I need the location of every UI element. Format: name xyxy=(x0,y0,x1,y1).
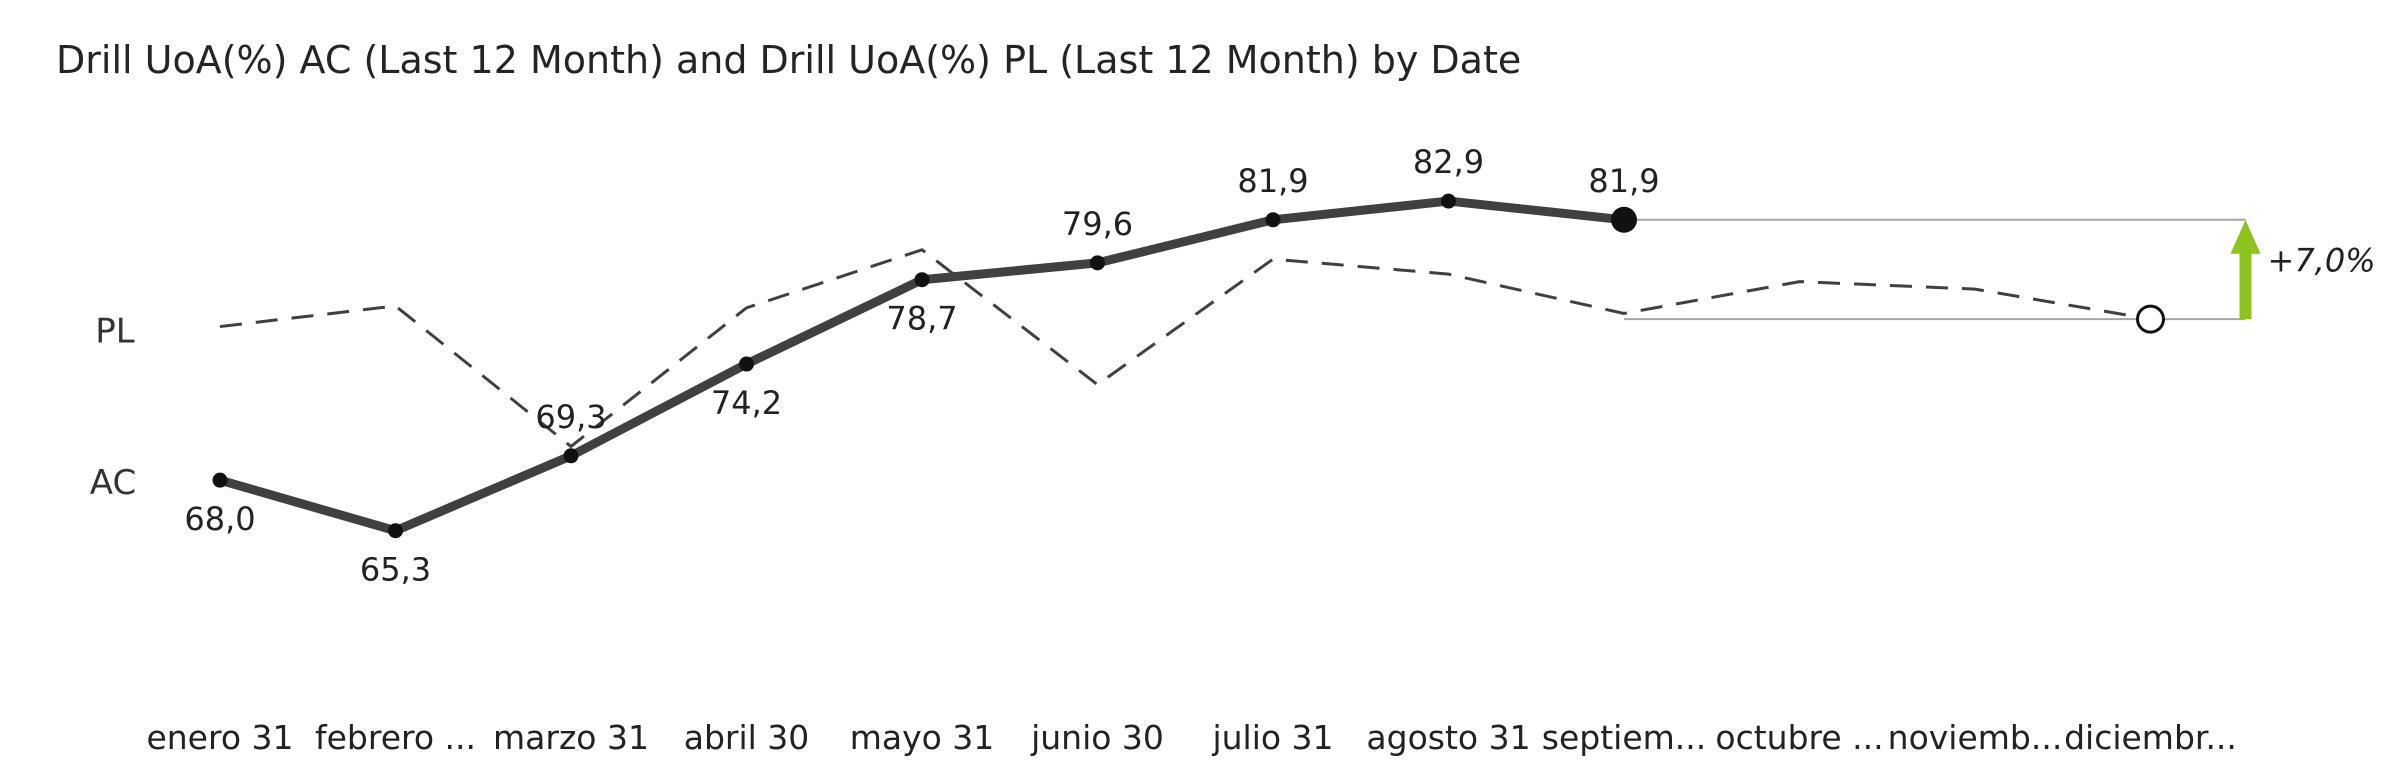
x-tick-label: mayo 31 xyxy=(850,718,995,757)
ac-point xyxy=(1611,206,1637,233)
pl-last-point xyxy=(2136,304,2165,334)
ac-data-label: 81,9 xyxy=(1588,162,1659,200)
x-tick-label: noviemb... xyxy=(1888,718,2063,757)
ac-data-label: 69,3 xyxy=(535,398,606,436)
variance-arrow-head xyxy=(2230,219,2261,254)
x-tick-label: abril 30 xyxy=(684,718,810,757)
series-label-pl: PL xyxy=(95,312,135,352)
data-labels: 68,0 65,3 69,3 74,2 78,7 79,6 81,9 82,9 81,9 xyxy=(184,143,1659,589)
ac-data-label: 68,0 xyxy=(184,500,255,538)
series-labels: PL AC xyxy=(90,312,136,504)
ac-point xyxy=(388,523,403,539)
ac-data-label: 82,9 xyxy=(1413,143,1484,181)
variance-arrow-shaft xyxy=(2239,251,2252,320)
x-tick-label: octubre ... xyxy=(1715,718,1883,757)
ac-data-label: 79,6 xyxy=(1062,205,1133,243)
ac-data-label: 65,3 xyxy=(360,551,431,589)
variance-reference-lines xyxy=(1624,218,2246,321)
series-label-ac: AC xyxy=(90,463,136,503)
x-tick-label: enero 31 xyxy=(146,718,293,757)
x-tick-label: junio 30 xyxy=(1030,718,1164,757)
pl-series-line xyxy=(219,248,2151,449)
x-tick-label: febrero ... xyxy=(315,718,476,757)
ac-point xyxy=(1441,193,1456,209)
ac-data-label: 78,7 xyxy=(886,300,957,338)
ac-point xyxy=(563,448,579,464)
variance-indicator: +7,0% xyxy=(2230,219,2376,320)
x-tick-label: julio 31 xyxy=(1211,718,1333,757)
ac-point xyxy=(212,472,228,488)
x-tick-label: septiem... xyxy=(1542,718,1706,757)
ac-point xyxy=(1090,255,1105,271)
ac-data-label: 74,2 xyxy=(711,384,782,422)
ac-point xyxy=(1265,212,1281,228)
pl-line xyxy=(219,248,2151,449)
x-tick-label: marzo 31 xyxy=(493,718,649,757)
ac-point xyxy=(914,272,930,288)
x-axis-tick-labels: enero 31 febrero ... marzo 31 abril 30 mayo … xyxy=(146,718,2236,757)
ac-point xyxy=(739,356,754,372)
variance-label: +7,0% xyxy=(2268,241,2376,279)
data-points xyxy=(212,193,2165,539)
chart-title: Drill UoA(%) AC (Last 12 Month) and Dril… xyxy=(56,38,1522,82)
x-tick-label: agosto 31 xyxy=(1366,718,1530,757)
ac-data-label: 81,9 xyxy=(1237,162,1308,200)
x-tick-label: diciembr... xyxy=(2064,718,2237,757)
